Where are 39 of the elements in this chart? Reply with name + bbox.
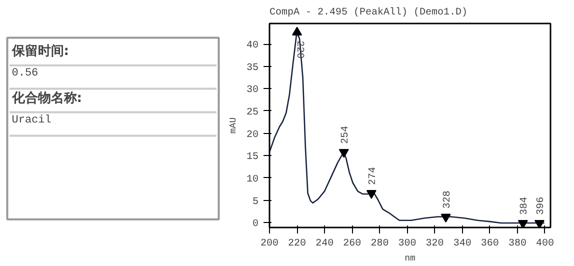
y-tick-label: 20 xyxy=(246,130,259,141)
x-tick-label: 300 xyxy=(398,238,416,250)
point xyxy=(338,148,349,158)
point xyxy=(518,220,528,228)
y-tick-label: 0 xyxy=(252,219,259,230)
x-tick-label: 380 xyxy=(508,238,526,250)
x-tick-label: 200 xyxy=(260,238,279,250)
annotation: 396 xyxy=(536,196,547,215)
y-tick-label: 35 xyxy=(246,62,259,74)
y-axis-title: mAU xyxy=(228,117,238,134)
y-tick-label: 30 xyxy=(246,85,259,96)
text: 保留时间: xyxy=(10,44,69,59)
point xyxy=(534,220,544,228)
x-tick-label: 340 xyxy=(453,238,472,250)
y-tick-label: 5 xyxy=(252,196,259,208)
x-tick-label: 260 xyxy=(343,238,362,250)
annotation: 254 xyxy=(340,126,352,144)
point xyxy=(292,26,302,36)
annotation: 274 xyxy=(368,166,379,185)
y-tick-label: 25 xyxy=(246,107,259,118)
x-tick-label: 320 xyxy=(426,238,444,250)
annotation: 328 xyxy=(442,190,454,209)
x-tick-label: 280 xyxy=(370,238,389,250)
text: Uracil xyxy=(12,114,52,126)
text: 化合物名称: xyxy=(10,90,82,106)
y-tick-label: 15 xyxy=(246,152,259,164)
x-tick-label: 240 xyxy=(316,238,334,250)
y-tick-label: 40 xyxy=(246,40,259,52)
x-axis-title: nm xyxy=(404,254,416,264)
annotation: 384 xyxy=(519,196,530,215)
x-tick-label: 400 xyxy=(536,238,554,250)
x-tick-label: 360 xyxy=(480,238,499,250)
y-tick-label: 10 xyxy=(246,174,259,186)
chart-title: CompA - 2.495 (PeakAll) (Demo1.D) xyxy=(270,6,468,18)
x-tick-label: 220 xyxy=(288,238,306,250)
annotation: 220 xyxy=(294,40,305,59)
point xyxy=(440,214,451,222)
text: 0.56 xyxy=(12,67,38,80)
point xyxy=(366,190,376,199)
